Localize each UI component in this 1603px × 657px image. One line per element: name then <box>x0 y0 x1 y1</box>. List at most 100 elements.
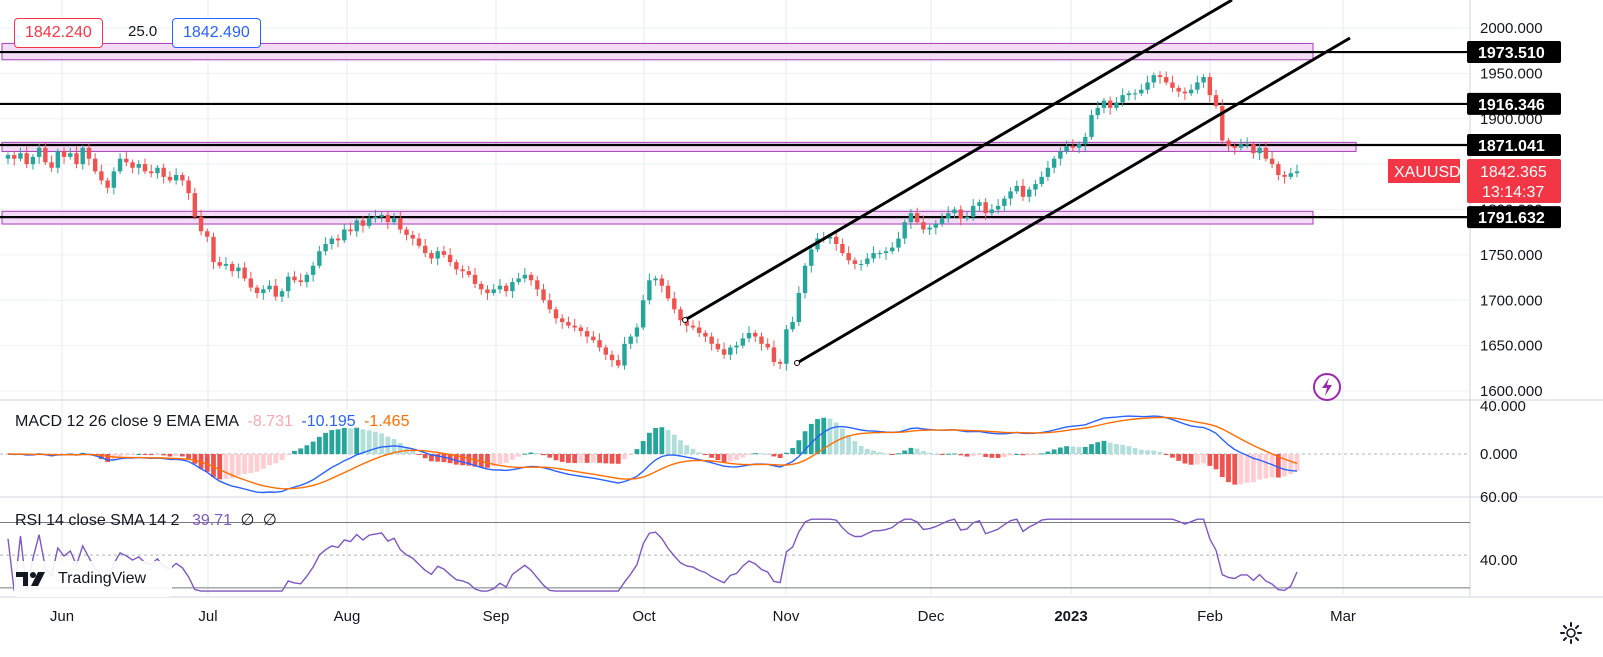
tradingview-logo[interactable]: TradingView <box>14 561 172 597</box>
macd-hist-bar <box>833 422 839 454</box>
candle-body <box>796 292 802 323</box>
candle-body <box>242 267 247 279</box>
candle-body <box>616 360 621 366</box>
candle-body <box>697 327 702 333</box>
candle-body <box>124 158 129 163</box>
macd-hist-bar <box>752 453 758 455</box>
candle-body <box>1139 89 1144 94</box>
macd-hist-bar <box>977 454 982 456</box>
macd-hist-bar <box>678 440 683 454</box>
macd-hist-bar <box>827 418 833 454</box>
macd-hist-bar <box>99 454 104 460</box>
candle-body <box>1226 140 1231 146</box>
candle-body <box>933 224 939 228</box>
macd-hist-bar <box>746 454 752 455</box>
spread-value: 25.0 <box>128 23 158 40</box>
candle-body <box>472 274 478 284</box>
time-label: Oct <box>632 608 656 625</box>
settings-gear-icon[interactable] <box>1559 621 1583 645</box>
macd-hist-bar <box>1244 454 1250 483</box>
macd-hist-bar <box>727 454 733 462</box>
candle-body <box>429 253 434 259</box>
macd-signal-line <box>7 416 1298 490</box>
macd-hist-bar <box>703 454 708 456</box>
macd-hist-bar <box>840 428 845 454</box>
candle-body <box>366 218 372 226</box>
candle-body <box>441 251 447 255</box>
candle-body <box>740 338 745 346</box>
time-label: Nov <box>773 608 800 625</box>
macd-line-value: -10.195 <box>301 413 356 430</box>
candle-body <box>865 258 870 264</box>
price-tick-label: 1950.000 <box>1480 65 1543 82</box>
macd-hist-bar <box>248 454 254 473</box>
ask-price-box[interactable]: 1842.490 <box>172 18 261 48</box>
macd-hist-bar <box>441 454 447 463</box>
bid-price-box[interactable]: 1842.240 <box>14 18 103 48</box>
candle-body <box>248 278 254 288</box>
candle-body <box>117 158 123 172</box>
candle-body <box>279 291 285 297</box>
candle-body <box>323 243 328 252</box>
price-tick-label: 2000.000 <box>1480 20 1543 37</box>
candle-body <box>640 300 646 328</box>
macd-hist-bar <box>783 452 789 454</box>
candle-body <box>765 343 770 348</box>
macd-hist-bar <box>1294 454 1300 472</box>
candle-body <box>254 287 260 293</box>
candle-body <box>348 229 353 232</box>
candle-body <box>1164 77 1169 83</box>
last-price: 1842.365 <box>1480 164 1547 181</box>
macd-hist-bar <box>584 454 590 463</box>
trend-channel[interactable] <box>682 0 1351 366</box>
macd-hist-bar <box>1126 446 1132 454</box>
macd-hist-bar <box>696 452 702 454</box>
candle-body <box>68 153 73 157</box>
price-axis[interactable]: 2000.0001950.0001900.0001850.0001800.000… <box>1388 20 1561 400</box>
candle-body <box>678 309 683 321</box>
rsi-legend[interactable]: RSI 14 close SMA 14 2 39.71 ∅ ∅ <box>15 510 281 530</box>
macd-hist-bar <box>130 454 135 455</box>
candle-body <box>1157 75 1163 78</box>
macd-hist-bar <box>105 454 111 462</box>
candle-body <box>1201 77 1206 83</box>
level-label: 1871.041 <box>1478 138 1545 155</box>
macd-hist-bar <box>161 454 167 456</box>
macd-legend[interactable]: MACD 12 26 close 9 EMA EMA -8.731 -10.19… <box>15 413 413 431</box>
macd-hist-bar <box>877 452 883 454</box>
candle-body <box>672 298 677 310</box>
candle-body <box>86 147 92 159</box>
bar-countdown: 13:14:37 <box>1482 184 1544 201</box>
candle-body <box>964 216 970 219</box>
time-axis[interactable]: Jun Jul Aug Sep Oct Nov Dec 2023 Feb Mar <box>50 608 1356 625</box>
macd-signal-value: -1.465 <box>364 413 410 430</box>
candle-body <box>1101 100 1107 108</box>
candle-body <box>914 213 920 223</box>
macd-hist-bar <box>1176 454 1182 461</box>
macd-hist-bar <box>497 454 503 465</box>
macd-hist-bar <box>671 434 677 454</box>
candle-body <box>286 276 291 292</box>
macd-hist-bar <box>229 454 235 479</box>
candle-body <box>385 214 391 223</box>
candle-body <box>1076 144 1082 148</box>
macd-hist-bar <box>952 453 957 455</box>
candle-body <box>192 193 198 217</box>
candle-body <box>622 343 627 366</box>
candle-body <box>703 332 708 337</box>
level-label: 1973.510 <box>1478 45 1545 62</box>
candle-body <box>491 289 496 293</box>
candle-body <box>460 269 465 272</box>
macd-hist-bar <box>1082 446 1088 454</box>
candle-body <box>1064 145 1069 152</box>
price-tick-label: 1700.000 <box>1480 292 1543 309</box>
lightning-icon[interactable] <box>1312 372 1342 402</box>
level-label-bg <box>1467 41 1561 64</box>
macd-hist-bar <box>503 454 509 463</box>
candlestick-series <box>5 71 1300 371</box>
candle-body <box>173 175 179 181</box>
macd-hist-bar <box>155 454 160 455</box>
candle-body <box>784 329 789 364</box>
macd-hist-bar <box>970 454 976 456</box>
